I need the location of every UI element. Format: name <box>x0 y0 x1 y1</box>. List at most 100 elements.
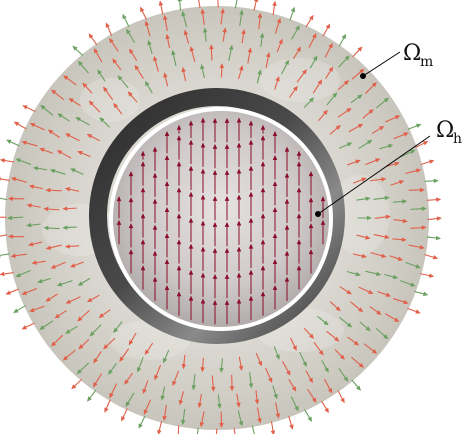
field-arrow-head <box>39 325 45 330</box>
field-arrow-shaft <box>158 421 163 431</box>
field-arrow <box>71 379 82 390</box>
field-arrow-shaft <box>202 357 204 368</box>
field-arrow <box>352 46 363 58</box>
field-arrow-shaft <box>241 33 245 44</box>
inner-arrow-head <box>164 181 170 187</box>
field-arrow <box>256 69 262 84</box>
field-arrow-shaft <box>370 252 383 257</box>
field-arrow-shaft <box>69 296 81 303</box>
field-arrow-head <box>7 196 13 201</box>
field-arrow-head <box>248 383 254 389</box>
inner-arrow-head <box>236 220 242 226</box>
field-arrow-shaft <box>375 328 386 337</box>
field-arrow-head <box>144 20 150 26</box>
field-arrow-shaft <box>307 388 315 400</box>
field-arrow-shaft <box>90 135 100 142</box>
field-arrow <box>143 399 151 415</box>
field-arrow-shaft <box>275 402 279 415</box>
inner-arrow <box>152 198 158 224</box>
field-arrow <box>253 0 259 11</box>
field-arrow-head <box>45 297 51 302</box>
inner-arrow-head <box>188 217 194 223</box>
field-arrow <box>407 123 422 130</box>
field-arrow-shaft <box>410 208 423 210</box>
field-arrow-shaft <box>293 50 299 59</box>
field-arrow-shaft <box>0 253 10 256</box>
field-arrow-shaft <box>351 379 359 388</box>
field-arrow-shaft <box>356 234 367 238</box>
field-arrow-head <box>429 159 435 164</box>
inner-arrow <box>152 276 158 302</box>
field-arrow-head <box>56 150 63 155</box>
field-arrow-head <box>365 326 371 332</box>
field-arrow-shaft <box>384 274 394 278</box>
field-arrow-shaft <box>54 170 66 175</box>
inner-arrow-head <box>128 197 134 203</box>
field-arrow-shaft <box>85 85 93 94</box>
field-arrow-shaft <box>377 291 387 296</box>
field-arrow-head <box>410 282 416 287</box>
field-arrow-head <box>87 396 92 402</box>
field-arrow <box>257 12 263 30</box>
field-arrow-shaft <box>91 103 101 113</box>
field-arrow-shaft <box>110 363 117 372</box>
field-arrow <box>339 286 352 295</box>
field-arrow <box>322 23 331 37</box>
field-arrow <box>144 20 151 37</box>
field-arrow <box>191 373 197 391</box>
field-arrow-head <box>199 421 205 428</box>
field-arrow-head <box>209 44 214 50</box>
inner-arrow-head <box>236 194 242 200</box>
field-arrow-shaft <box>33 124 45 131</box>
field-arrow <box>154 364 161 381</box>
inner-arrow-head <box>272 259 278 265</box>
field-arrow <box>6 139 20 147</box>
field-arrow-shaft <box>234 0 238 9</box>
field-arrow <box>7 215 24 221</box>
field-arrow-head <box>138 423 143 429</box>
inner-arrow-head <box>212 143 218 149</box>
field-arrow <box>356 196 371 202</box>
inner-arrow <box>200 168 206 193</box>
field-arrow <box>63 75 77 86</box>
inner-arrow-head <box>116 219 122 225</box>
field-arrow <box>338 33 347 47</box>
field-arrow-head <box>365 235 371 240</box>
field-arrow <box>239 9 244 26</box>
inner-arrow-head <box>176 161 182 167</box>
field-arrow <box>77 277 91 286</box>
inner-arrow <box>188 191 194 217</box>
inner-arrow-head <box>236 272 242 278</box>
field-arrow-head <box>356 385 362 391</box>
field-arrow-head <box>181 10 186 17</box>
field-arrow <box>274 75 280 90</box>
field-arrow <box>127 91 138 103</box>
field-arrow-head <box>163 14 168 21</box>
inner-arrow <box>224 221 230 247</box>
field-arrow-head <box>97 69 102 75</box>
field-arrow <box>270 421 276 434</box>
inner-arrow <box>296 213 302 238</box>
field-arrow-shaft <box>359 321 368 329</box>
field-arrow-head <box>129 48 134 54</box>
inner-disk <box>113 111 329 327</box>
field-arrow-head <box>217 403 222 409</box>
field-arrow-head <box>88 33 94 39</box>
field-arrow-shaft <box>201 411 205 423</box>
inner-arrow-head <box>140 213 146 219</box>
inner-arrow-head <box>188 269 194 275</box>
field-arrow-shaft <box>107 26 112 36</box>
field-arrow <box>338 55 350 68</box>
field-arrow-head <box>361 177 367 182</box>
field-arrow <box>144 80 153 94</box>
inner-arrow <box>140 265 146 290</box>
field-arrow <box>370 177 387 182</box>
field-arrow-shaft <box>177 425 180 434</box>
field-arrow <box>305 370 313 384</box>
inner-arrow <box>188 120 194 139</box>
field-arrow <box>0 271 14 277</box>
field-arrow <box>241 28 246 44</box>
field-arrow-head <box>144 349 150 356</box>
field-arrow-head <box>64 133 71 138</box>
field-arrow <box>217 394 222 409</box>
